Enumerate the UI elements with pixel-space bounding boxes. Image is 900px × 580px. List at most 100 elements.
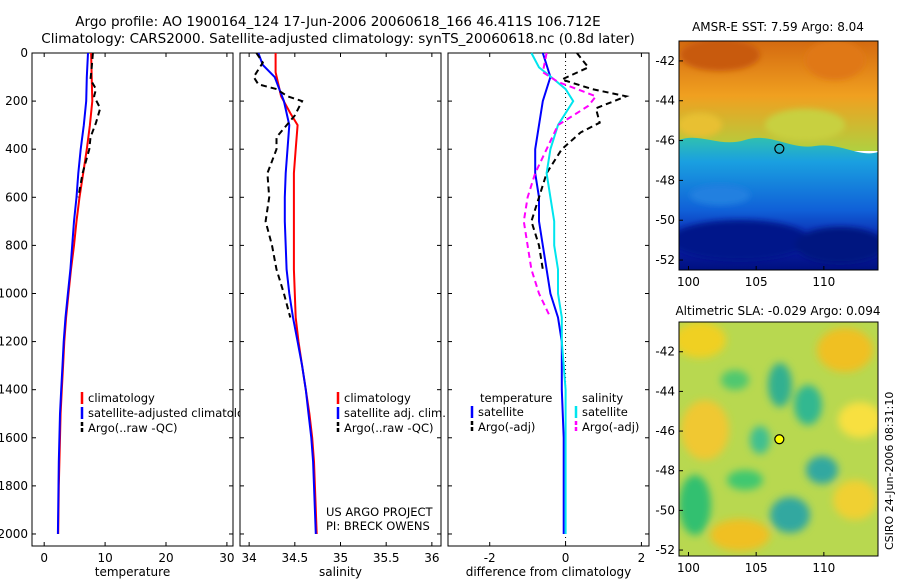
sst-cold-patch <box>795 227 878 263</box>
sla-low-patch <box>794 385 822 425</box>
map-ytick-label: -50 <box>655 503 675 517</box>
sla-low-patch <box>750 426 770 454</box>
difference-xlabel: difference from climatology <box>466 565 632 579</box>
series-argo-raw-qc- <box>77 52 102 198</box>
sst-argo-marker <box>774 143 785 154</box>
sst-map-title: AMSR-E SST: 7.59 Argo: 8.04 <box>692 20 864 34</box>
map-ytick-label: -42 <box>655 345 675 359</box>
sla-low-patch <box>768 363 792 407</box>
credit-text: CSIRO 24-Jun-2006 08:31:10 <box>883 392 896 550</box>
sst-map: AMSR-E SST: 7.59 Argo: 8.04 100 105 110 -42… <box>655 20 879 289</box>
sst-cool-patch <box>765 109 845 141</box>
sla-low-patch <box>770 497 810 533</box>
temperature-legend-label: Argo(..raw -QC) <box>88 421 178 435</box>
depth-tick-label: 0 <box>20 46 28 60</box>
sla-map: Altimetric SLA: -0.029 Argo: 0.094 <box>655 304 880 575</box>
map-xtick-label: 100 <box>677 561 700 575</box>
sla-map-frame <box>678 321 879 557</box>
map-ytick-label: -46 <box>655 134 675 148</box>
difference-xtick-label: -2 <box>484 551 496 565</box>
map-ytick-label: -44 <box>655 384 675 398</box>
difference-panel: -2 0 2 difference from climatology temperatu… <box>447 52 650 579</box>
sst-mid-patch <box>690 185 750 205</box>
map-ytick-label: -50 <box>655 213 675 227</box>
figure-title-line2: Climatology: CARS2000. Satellite-adjuste… <box>41 31 634 47</box>
difference-axes-frame <box>447 52 650 547</box>
sla-high-patch <box>681 400 729 460</box>
salinity-axes-frame <box>239 52 442 547</box>
sla-low-patch <box>721 370 749 390</box>
sst-map-frame <box>678 40 879 271</box>
salinity-xtick-label: 35.5 <box>373 551 400 565</box>
depth-tick-label: 1000 <box>0 286 28 300</box>
legend-label: satellite <box>478 405 524 419</box>
salinity-xtick-label: 34.5 <box>281 551 308 565</box>
salinity-legend-label: satellite adj. clim. <box>344 406 446 420</box>
legend-label: satellite <box>582 405 628 419</box>
temperature-xtick-label: 30 <box>219 551 234 565</box>
series-temperature-argo-adj- <box>530 52 630 270</box>
series-salinity-argo-adj- <box>522 52 598 318</box>
sla-high-patch <box>710 519 770 551</box>
map-xtick-label: 110 <box>812 561 835 575</box>
depth-tick-label: 1800 <box>0 479 28 493</box>
depth-tick-label: 1200 <box>0 335 28 349</box>
map-ytick-label: -48 <box>655 173 675 187</box>
sla-high-patch <box>679 322 726 358</box>
salinity-legend-label: climatology <box>344 391 411 405</box>
sst-warm-patch <box>680 41 760 71</box>
legend-group-title: temperature <box>480 391 552 405</box>
map-ytick-label: -52 <box>655 253 675 267</box>
depth-tick-label: 2000 <box>0 527 28 541</box>
salinity-legend-label: Argo(..raw -QC) <box>344 421 434 435</box>
temperature-legend-label: satellite-adjusted climatology <box>88 406 258 420</box>
legend-group-title: salinity <box>582 391 623 405</box>
sla-high-patch <box>838 402 878 438</box>
depth-tick-label: 400 <box>5 142 28 156</box>
legend-label: Argo(-adj) <box>478 420 535 434</box>
depth-tick-label: 200 <box>5 94 28 108</box>
map-ytick-label: -48 <box>655 464 675 478</box>
sla-map-title: Altimetric SLA: -0.029 Argo: 0.094 <box>675 304 880 318</box>
temperature-panel: 0 200 400 600 800 1000 1200 1400 1600 1800 2000 0 10… <box>0 46 258 579</box>
salinity-xtick-label: 35 <box>333 551 348 565</box>
map-ytick-label: -46 <box>655 424 675 438</box>
map-ytick-label: -42 <box>655 54 675 68</box>
difference-xtick-label: 0 <box>562 551 570 565</box>
sst-cold-patch <box>679 220 810 260</box>
depth-tick-label: 800 <box>5 238 28 252</box>
sla-high-patch <box>833 480 877 520</box>
salinity-xtick-label: 34 <box>241 551 256 565</box>
map-xtick-label: 105 <box>745 561 768 575</box>
sst-map-ticks: 100 105 110 -42 -44 -46 -48 -50 -52 <box>655 54 835 289</box>
temperature-xtick-label: 20 <box>158 551 173 565</box>
map-xtick-label: 105 <box>745 275 768 289</box>
temperature-xtick-label: 0 <box>40 551 48 565</box>
salinity-panel: 34 34.5 35 35.5 36 salinity climatologysatelli… <box>239 52 446 579</box>
salinity-xlabel: salinity <box>319 565 362 579</box>
temperature-xlabel: temperature <box>95 565 170 579</box>
series-salinity-satellite <box>530 52 575 534</box>
map-xtick-label: 110 <box>812 275 835 289</box>
sla-low-patch <box>806 456 838 484</box>
sla-low-patch <box>679 475 711 535</box>
map-xtick-label: 100 <box>677 275 700 289</box>
map-ytick-label: -52 <box>655 543 675 557</box>
series-temperature-satellite <box>534 52 565 534</box>
sla-map-ticks: 100 105 110 -42 -44 -46 -48 -50 -52 <box>655 345 835 575</box>
sla-high-patch <box>817 328 873 372</box>
figure-title-line1: Argo profile: AO 1900164_124 17-Jun-2006… <box>75 14 600 30</box>
depth-tick-label: 1600 <box>0 431 28 445</box>
sst-cool-patch <box>679 113 722 137</box>
temperature-axes-frame <box>31 52 234 547</box>
legend-label: Argo(-adj) <box>582 420 639 434</box>
salinity-xtick-label: 36 <box>424 551 439 565</box>
depth-tick-label: 1400 <box>0 383 28 397</box>
project-annotation: PI: BRECK OWENS <box>326 519 430 533</box>
series-satellite-adj-clim- <box>257 52 317 535</box>
project-annotation: US ARGO PROJECT <box>326 505 434 519</box>
temperature-xtick-label: 10 <box>97 551 112 565</box>
